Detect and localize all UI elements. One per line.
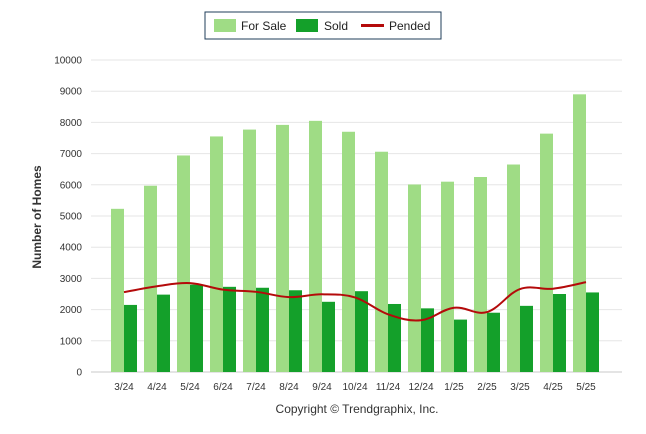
legend-box	[204, 11, 442, 40]
bar-for-sale	[507, 164, 520, 372]
x-tick-label: 5/24	[180, 382, 200, 393]
x-tick-label: 5/25	[576, 382, 596, 393]
bar-sold	[520, 305, 533, 372]
x-tick-label: 6/24	[213, 382, 233, 393]
y-axis-label: Number of Homes	[30, 165, 44, 269]
bar-for-sale	[210, 136, 223, 372]
y-tick-label: 8000	[60, 118, 83, 129]
pended-line	[123, 281, 587, 322]
x-tick-label: 3/24	[114, 382, 134, 393]
bars	[111, 94, 599, 372]
bar-for-sale	[276, 124, 289, 372]
legend-label-sold: Sold	[324, 19, 348, 33]
y-tick-label: 6000	[60, 180, 83, 191]
bar-for-sale	[309, 120, 322, 372]
x-tick-label: 12/24	[408, 382, 433, 393]
bar-for-sale	[111, 208, 124, 372]
x-tick-label: 1/25	[444, 382, 464, 393]
bar-for-sale	[375, 151, 388, 372]
bar-for-sale	[408, 184, 421, 372]
y-tick-label: 0	[76, 368, 82, 379]
bar-for-sale	[441, 181, 454, 372]
y-tick-label: 4000	[60, 243, 83, 254]
legend: For Sale Sold Pended	[204, 11, 442, 40]
legend-swatch-pended	[361, 24, 384, 27]
bar-sold	[388, 303, 401, 372]
bar-for-sale	[177, 155, 190, 372]
legend-swatch-sold	[296, 19, 318, 32]
bar-sold	[487, 312, 500, 372]
bar-sold	[586, 292, 599, 372]
y-tick-label: 2000	[60, 305, 83, 316]
x-tick-label: 11/24	[376, 382, 401, 393]
y-tick-label: 9000	[60, 87, 83, 98]
bar-sold	[355, 291, 368, 372]
x-tick-label: 4/25	[543, 382, 563, 393]
bar-for-sale	[540, 133, 553, 372]
x-tick-label: 4/24	[147, 382, 167, 393]
x-tick-label: 3/25	[510, 382, 530, 393]
bar-for-sale	[144, 185, 157, 372]
bar-for-sale	[573, 94, 586, 372]
legend-label-for-sale: For Sale	[241, 19, 287, 33]
legend-swatch-for-sale	[214, 19, 236, 32]
x-tick-label: 8/24	[279, 382, 299, 393]
y-axis-ticks: 0 1000 2000 3000 4000 5000 6000 7000 8000 9000 100…	[54, 56, 82, 379]
x-tick-label: 9/24	[312, 382, 332, 393]
x-axis-ticks: 3/24 4/24 5/24 6/24 7/24 8/24 9/24 10/24 11/24 12…	[114, 382, 596, 393]
bar-sold	[124, 304, 137, 372]
bar-sold	[223, 286, 236, 372]
bar-sold	[322, 301, 335, 372]
bar-for-sale	[342, 131, 355, 372]
y-tick-label: 7000	[60, 149, 83, 160]
y-tick-label: 3000	[60, 274, 83, 285]
x-tick-label: 2/25	[477, 382, 497, 393]
y-tick-label: 1000	[60, 336, 83, 347]
bar-sold	[421, 308, 434, 372]
x-tick-label: 7/24	[246, 382, 266, 393]
bar-for-sale	[243, 129, 256, 372]
bar-sold	[289, 290, 302, 372]
y-tick-label: 5000	[60, 212, 83, 223]
copyright-footer: Copyright © Trendgraphix, Inc.	[276, 402, 439, 416]
bar-sold	[157, 294, 170, 372]
bar-sold	[256, 287, 269, 372]
bar-sold	[553, 294, 566, 372]
bar-sold	[190, 284, 203, 372]
x-tick-label: 10/24	[342, 382, 367, 393]
legend-label-pended: Pended	[389, 19, 430, 33]
bar-sold	[454, 319, 467, 372]
bar-for-sale	[474, 177, 487, 372]
y-tick-label: 10000	[54, 56, 82, 67]
